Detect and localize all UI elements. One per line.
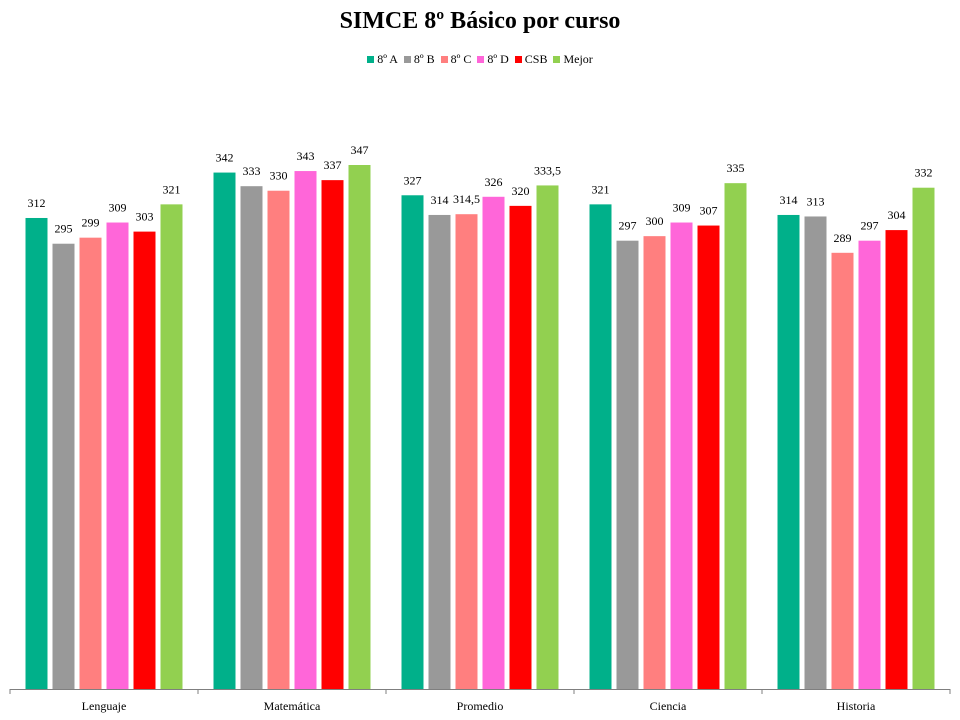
data-label: 309 <box>673 201 691 215</box>
data-label: 327 <box>404 173 422 187</box>
bar <box>643 236 666 689</box>
data-label: 289 <box>834 231 852 245</box>
data-label: 330 <box>270 169 288 183</box>
legend-swatch <box>553 56 561 63</box>
data-label: 333 <box>243 164 261 178</box>
x-tick-label: Lenguaje <box>82 699 127 713</box>
legend-label: Mejor <box>563 52 593 66</box>
bar <box>428 214 451 690</box>
legend-item-6: Mejor <box>553 52 593 67</box>
bar <box>670 222 693 689</box>
data-label: 335 <box>727 161 745 175</box>
data-label: 304 <box>888 208 906 222</box>
bar <box>697 225 720 689</box>
x-tick-label: Promedio <box>457 699 504 713</box>
legend-swatch <box>514 56 522 63</box>
bar <box>294 171 317 690</box>
legend-swatch <box>367 56 375 63</box>
legend-item-2: 8º B <box>403 52 435 67</box>
data-label: 297 <box>619 219 637 233</box>
bar <box>724 183 747 690</box>
data-label: 295 <box>55 222 73 236</box>
data-label: 300 <box>646 214 664 228</box>
data-label: 343 <box>297 149 315 163</box>
bar <box>267 190 290 689</box>
bar <box>831 252 854 689</box>
bar <box>348 165 371 689</box>
x-tick-label: Matemática <box>264 699 321 713</box>
data-label: 299 <box>82 216 100 230</box>
x-tick-label: Ciencia <box>650 699 687 713</box>
data-label: 320 <box>512 184 530 198</box>
legend-swatch <box>403 56 411 63</box>
bar <box>160 204 183 689</box>
legend-item-5: CSB <box>514 52 548 67</box>
bar <box>133 231 156 690</box>
data-label: 309 <box>109 201 127 215</box>
legend-label: 8º C <box>450 52 472 66</box>
data-label: 312 <box>28 196 46 210</box>
data-label: 303 <box>136 210 154 224</box>
bar <box>240 186 263 689</box>
bar <box>455 214 478 690</box>
data-label: 321 <box>163 182 181 196</box>
data-label: 333,5 <box>534 163 561 177</box>
bar <box>912 187 935 689</box>
bar <box>509 205 532 689</box>
data-label: 321 <box>592 182 610 196</box>
bar <box>536 185 559 690</box>
legend-label: 8º D <box>487 52 509 66</box>
data-label: 314 <box>431 193 449 207</box>
legend-swatch <box>477 56 485 63</box>
legend-label: CSB <box>524 52 548 66</box>
bar <box>321 180 344 689</box>
bar <box>616 240 639 689</box>
chart-title: SIMCE 8º Básico por curso <box>339 8 621 34</box>
data-label: 313 <box>807 194 825 208</box>
bar <box>79 237 102 689</box>
legend-label: 8º A <box>377 52 398 66</box>
bar <box>52 243 75 690</box>
data-label: 314 <box>780 193 798 207</box>
data-label: 326 <box>485 175 503 189</box>
data-label: 314,5 <box>453 192 480 206</box>
data-label: 337 <box>324 158 342 172</box>
data-label: 342 <box>216 151 234 165</box>
data-label: 297 <box>861 219 879 233</box>
data-label: 332 <box>915 166 933 180</box>
legend: 8º A 8º B 8º C 8º D CSB Mejor <box>0 52 960 67</box>
legend-item-3: 8º C <box>440 52 472 67</box>
data-label: 307 <box>700 204 718 218</box>
bar <box>25 217 48 689</box>
bar <box>858 240 881 689</box>
bar <box>213 172 236 690</box>
legend-swatch <box>440 56 448 63</box>
legend-label: 8º B <box>413 52 435 66</box>
bar <box>804 216 827 690</box>
x-tick-label: Historia <box>837 699 876 713</box>
bar <box>401 195 424 689</box>
data-label: 347 <box>351 143 369 157</box>
bar <box>482 196 505 689</box>
bar <box>885 230 908 690</box>
bar <box>589 204 612 689</box>
legend-item-4: 8º D <box>477 52 509 67</box>
bar <box>106 222 129 689</box>
legend-item-1: 8º A <box>367 52 398 67</box>
bar <box>777 214 800 690</box>
